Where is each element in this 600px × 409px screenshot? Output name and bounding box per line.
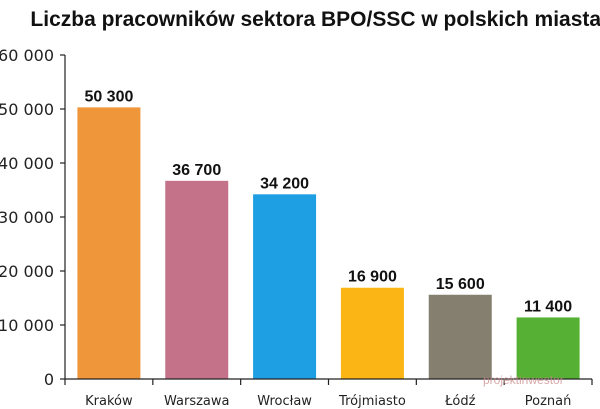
y-tick-label: 10 000 bbox=[0, 316, 54, 335]
data-label: 50 300 bbox=[84, 88, 133, 105]
y-tick-label: 20 000 bbox=[0, 262, 54, 281]
data-label: 11 400 bbox=[524, 298, 572, 315]
data-label: 15 600 bbox=[436, 276, 485, 293]
x-tick-label: Poznań bbox=[525, 394, 572, 409]
bar bbox=[77, 107, 141, 379]
bar bbox=[340, 287, 404, 379]
x-tick-label: Łódź bbox=[444, 394, 476, 409]
bars: 50 300 36 700 34 200 16 900 15 600 11 400 bbox=[77, 88, 580, 379]
x-tick-label: Warszawa bbox=[164, 394, 230, 409]
bar bbox=[165, 180, 229, 379]
y-axis: 0 10 000 20 000 30 000 40 000 50 000 60 000 bbox=[0, 46, 66, 389]
y-tick-label: 50 000 bbox=[0, 100, 54, 119]
chart-title: Liczba pracowników sektora BPO/SSC w pol… bbox=[30, 8, 600, 31]
x-tick-label: Wrocław bbox=[257, 394, 312, 409]
watermark: projektinwestor bbox=[483, 373, 564, 387]
data-label: 34 200 bbox=[260, 175, 309, 192]
bar bbox=[516, 317, 580, 379]
bar bbox=[428, 294, 492, 379]
x-tick-label: Kraków bbox=[85, 394, 133, 409]
y-tick-label: 60 000 bbox=[0, 46, 54, 65]
x-tick-label: Trójmiasto bbox=[338, 394, 406, 409]
y-tick-label: 30 000 bbox=[0, 208, 54, 227]
y-tick-label: 40 000 bbox=[0, 154, 54, 173]
y-tick-label: 0 bbox=[44, 370, 54, 389]
data-label: 16 900 bbox=[348, 269, 397, 286]
x-axis: Kraków Warszawa Wrocław Trójmiasto Łódź Pozna… bbox=[64, 378, 593, 409]
data-label: 36 700 bbox=[172, 162, 221, 179]
bar bbox=[253, 194, 317, 379]
